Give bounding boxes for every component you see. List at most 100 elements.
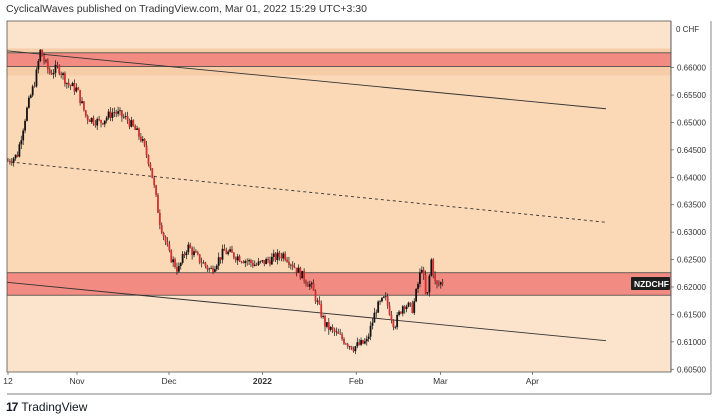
candle-body [253,264,256,266]
candle-body [160,225,163,233]
candle-body [153,177,156,186]
candle-body [109,111,112,118]
candle [320,300,323,319]
candle-body [138,128,140,137]
candle-body [86,115,89,121]
candle-body [26,107,28,121]
candle [307,281,309,287]
candle-body [375,312,378,314]
x-tick-label: 2022 [253,376,272,386]
candle-body [417,283,419,289]
candle [388,301,391,316]
candle [259,260,262,264]
candle-body [316,300,319,302]
candle-body [136,128,138,130]
candle [27,95,30,109]
candle [236,253,239,265]
candle-body [31,86,34,96]
candle-body [270,256,273,265]
candle-body [134,125,137,130]
candle-body [46,60,49,70]
candle-body [16,154,19,157]
x-tick-label: Apr [526,376,539,386]
candle [98,115,101,122]
candle-body [310,282,313,285]
candle [86,114,89,125]
candle-body [120,110,123,117]
candle [58,64,61,76]
candle-body [250,260,252,263]
candle [75,83,78,93]
candle-body [100,119,102,124]
candle [191,246,194,260]
tradingview-branding[interactable]: 17 TradingView [6,398,87,416]
candle-body [246,260,249,262]
candle [318,296,321,305]
candle-body [29,95,32,98]
candle-body [187,244,190,253]
candle [269,256,271,267]
candle [210,265,213,270]
candle [120,109,123,122]
candle [177,262,180,274]
candle-body [88,120,91,122]
candle-body [48,69,51,74]
candle-body [420,269,423,273]
candle-body [261,260,264,262]
candle [375,309,378,318]
candle [227,249,230,256]
candle [136,125,138,131]
candle [158,209,161,230]
candle-body [60,73,63,75]
candle [356,337,359,349]
candle [202,259,205,264]
candle [400,311,402,315]
candle [73,79,76,95]
candle [331,324,334,334]
candle-body [102,123,104,125]
x-tick-label: Mar [433,376,448,386]
candle [288,256,290,268]
candle-body [358,342,361,345]
candle [54,60,57,78]
candle [22,128,25,146]
candle [46,58,49,74]
candle [441,278,444,287]
candle-body [360,340,362,345]
candle [195,249,197,253]
candle [20,135,23,150]
candle-body [384,296,387,297]
candle-body [274,253,277,261]
candle-body [139,136,142,141]
candle-body [200,262,203,264]
candle-body [371,322,374,326]
candle-body [373,312,376,323]
candle [212,265,214,275]
candle-body [238,256,241,262]
candle [29,93,32,99]
candle [282,251,285,262]
candle [314,289,317,305]
candle [379,299,381,305]
candle [305,279,307,287]
candle-body [413,301,416,313]
candle-body [284,253,287,260]
candle [208,267,211,273]
y-tick-label: 0.60500 [677,365,706,374]
candle [335,327,338,336]
candle [214,266,216,273]
candle-body [251,262,254,266]
y-tick-label: 0.65500 [677,91,706,100]
candle [100,119,102,128]
candle-body [248,260,250,262]
candle-body [352,349,355,352]
candle-body [409,302,412,304]
candle [327,318,330,335]
candle [420,266,423,274]
candle-body [64,73,66,84]
candle-body [267,258,269,261]
candle-body [441,282,444,284]
candle-body [56,64,59,66]
candle-body [291,264,294,268]
